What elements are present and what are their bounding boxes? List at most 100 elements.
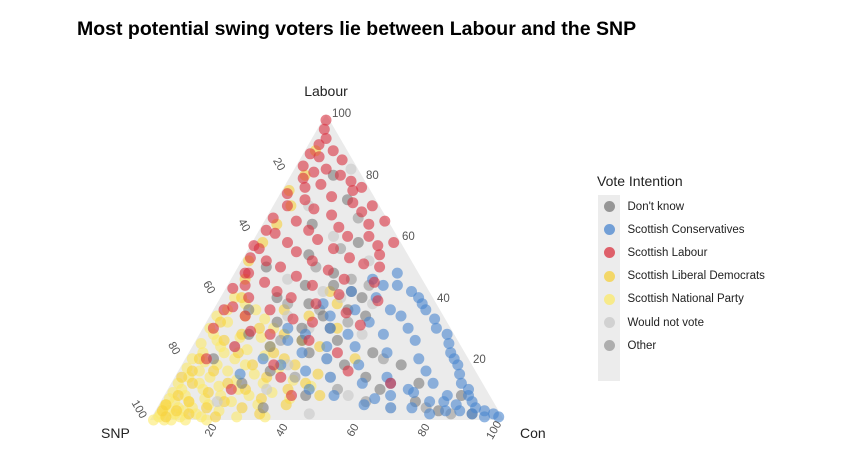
- data-point: [225, 383, 237, 395]
- data-point: [259, 276, 271, 288]
- legend-dot-labour: [603, 247, 615, 259]
- data-point: [275, 371, 287, 383]
- data-point: [303, 224, 315, 236]
- data-point: [306, 279, 318, 291]
- data-point: [201, 414, 213, 426]
- data-point: [352, 237, 364, 248]
- data-point: [391, 267, 403, 279]
- data-point: [303, 334, 315, 346]
- data-point: [281, 200, 293, 212]
- data-point: [244, 252, 256, 264]
- data-point: [356, 181, 368, 193]
- data-point: [374, 249, 386, 261]
- data-point: [395, 359, 407, 371]
- series-scottish-conservatives: [234, 267, 505, 423]
- data-point: [345, 286, 357, 297]
- data-point: [321, 341, 333, 353]
- tick-snp-60: 60: [200, 279, 217, 296]
- data-point: [347, 197, 359, 209]
- data-point: [186, 377, 198, 389]
- data-point: [275, 261, 286, 273]
- data-point: [356, 292, 368, 304]
- data-point: [441, 328, 453, 340]
- legend-item-labour: Scottish Labour: [597, 241, 765, 264]
- data-point: [328, 230, 339, 242]
- tick-snp-100: 100: [129, 398, 149, 421]
- data-point: [349, 304, 361, 316]
- data-point: [454, 405, 466, 417]
- tick-labour-40: 40: [437, 293, 450, 305]
- data-point: [345, 163, 357, 175]
- data-point: [358, 399, 370, 411]
- data-point: [455, 377, 467, 389]
- data-point: [406, 286, 417, 297]
- data-point: [255, 393, 267, 405]
- data-point: [381, 347, 393, 359]
- data-point: [253, 322, 265, 334]
- data-point: [308, 203, 320, 215]
- data-point: [296, 347, 308, 359]
- data-point: [388, 237, 400, 248]
- data-point: [424, 396, 436, 408]
- data-point: [324, 310, 336, 322]
- legend-label: Scottish Labour: [627, 246, 708, 259]
- data-point: [229, 341, 241, 353]
- data-point: [290, 215, 302, 227]
- data-point: [280, 399, 292, 411]
- data-point: [385, 402, 397, 414]
- legend-dot-dont-know: [603, 201, 615, 213]
- chart-title: Most potential swing voters lie between …: [77, 18, 637, 40]
- data-point: [282, 237, 293, 248]
- data-point: [222, 365, 234, 377]
- data-point: [331, 334, 343, 346]
- data-point: [297, 172, 309, 184]
- data-point: [331, 347, 343, 359]
- data-point: [297, 160, 309, 172]
- data-point: [487, 408, 499, 420]
- data-point: [218, 347, 230, 359]
- data-point: [367, 347, 379, 359]
- data-point: [374, 261, 386, 273]
- data-point: [328, 243, 339, 255]
- data-point: [172, 390, 184, 401]
- data-point: [317, 286, 329, 297]
- legend-label: Other: [627, 339, 657, 352]
- data-point: [208, 365, 220, 377]
- data-point: [342, 230, 354, 242]
- data-point: [334, 169, 346, 181]
- data-point: [236, 377, 248, 389]
- data-point: [303, 383, 315, 395]
- data-point: [372, 240, 384, 252]
- data-point: [342, 328, 354, 340]
- data-point: [320, 163, 332, 175]
- legend-label: Don't know: [627, 200, 685, 213]
- data-point: [342, 365, 354, 377]
- tick-con-80: 80: [416, 422, 433, 439]
- data-point: [429, 313, 441, 325]
- data-point: [260, 255, 272, 267]
- data-point: [239, 310, 251, 322]
- legend-item-lib-dems: Scottish Liberal Democrats: [597, 265, 765, 288]
- tick-con-60: 60: [345, 422, 362, 439]
- legend-dot-conservatives: [603, 224, 615, 236]
- data-point: [307, 316, 318, 328]
- legend-label: Scottish National Party: [627, 293, 744, 306]
- data-point: [321, 353, 333, 365]
- data-point: [281, 188, 293, 200]
- data-point: [368, 276, 380, 288]
- data-point: [363, 230, 375, 242]
- legend-dot-other: [603, 340, 615, 352]
- data-point: [290, 270, 302, 282]
- data-point: [213, 380, 225, 392]
- data-point: [385, 377, 397, 389]
- tick-snp-80: 80: [165, 340, 182, 357]
- data-point: [353, 359, 365, 371]
- legend-key-background: [598, 195, 620, 381]
- data-point: [227, 282, 239, 294]
- data-point: [358, 258, 370, 270]
- data-point: [327, 145, 339, 157]
- data-point: [312, 368, 324, 380]
- data-point: [336, 154, 348, 166]
- data-point: [264, 304, 276, 316]
- legend-item-conservatives: Scottish Conservatives: [597, 218, 765, 241]
